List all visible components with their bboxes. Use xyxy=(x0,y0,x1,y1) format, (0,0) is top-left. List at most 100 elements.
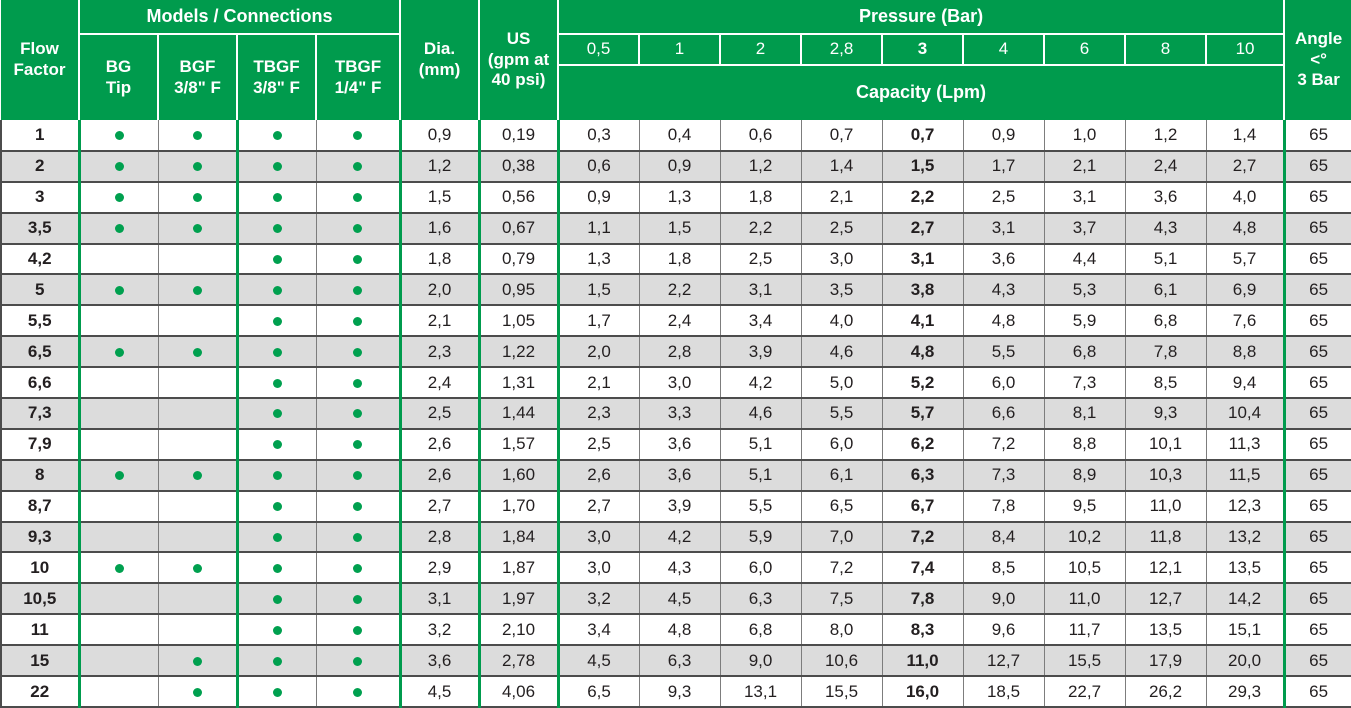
availability-dot-icon xyxy=(353,533,362,543)
flow-factor-cell: 22 xyxy=(0,675,80,708)
capacity-cell: 22,7 xyxy=(1043,675,1126,708)
capacity-cell: 11,5 xyxy=(1205,458,1285,492)
capacity-cell: 6,8 xyxy=(1043,335,1126,369)
angle-cell: 65 xyxy=(1282,211,1351,245)
capacity-cell: 7,8 xyxy=(881,582,964,616)
header-flow-factor: Flow Factor xyxy=(1,0,80,120)
capacity-cell: 9,4 xyxy=(1205,366,1285,400)
angle-cell: 65 xyxy=(1282,304,1351,338)
us-cell: 4,06 xyxy=(477,675,559,708)
table-row: 11 3,2 2,10 3,4 4,8 6,8 8,0 8,3 9,6 11,7 13,5 15,1 6… xyxy=(0,613,1351,647)
capacity-cell: 8,8 xyxy=(1043,427,1126,461)
availability-dot-icon xyxy=(353,471,362,481)
capacity-cell: 4,3 xyxy=(638,551,721,585)
model-availability-cell xyxy=(157,675,238,708)
model-availability-cell xyxy=(235,149,317,183)
flow-factor-cell: 1 xyxy=(0,120,80,152)
model-availability-cell xyxy=(235,242,317,276)
us-cell: 2,78 xyxy=(477,644,559,678)
capacity-cell: 3,9 xyxy=(719,335,802,369)
model-availability-cell xyxy=(157,211,238,245)
model-availability-cell xyxy=(77,211,159,245)
capacity-cell: 8,5 xyxy=(962,551,1045,585)
availability-dot-icon xyxy=(272,687,282,697)
capacity-cell: 0,7 xyxy=(881,120,964,152)
capacity-cell: 2,7 xyxy=(556,489,640,523)
header-pressure-2-8: 2,8 xyxy=(800,33,884,66)
availability-dot-icon xyxy=(272,224,282,234)
model-availability-cell xyxy=(315,366,401,400)
model-availability-cell xyxy=(157,120,238,152)
capacity-cell: 3,2 xyxy=(556,582,640,616)
header-pressure-1: 1 xyxy=(638,33,722,66)
angle-cell: 65 xyxy=(1282,120,1351,152)
capacity-cell: 3,6 xyxy=(1124,180,1207,214)
angle-cell: 65 xyxy=(1282,366,1351,400)
us-cell: 1,31 xyxy=(477,366,559,400)
capacity-cell: 4,5 xyxy=(556,644,640,678)
flow-factor-cell: 5,5 xyxy=(0,304,80,338)
header-model-tbgf-14f: TBGF 1/4" F xyxy=(314,33,402,120)
availability-dot-icon xyxy=(272,502,282,512)
us-cell: 0,95 xyxy=(477,273,559,307)
availability-dot-icon xyxy=(353,224,362,234)
capacity-cell: 8,8 xyxy=(1205,335,1285,369)
dia-cell: 2,6 xyxy=(398,458,480,492)
capacity-cell: 1,5 xyxy=(881,149,964,183)
capacity-cell: 1,8 xyxy=(638,242,721,276)
capacity-cell: 7,4 xyxy=(881,551,964,585)
dia-cell: 4,5 xyxy=(398,675,480,708)
availability-dot-icon xyxy=(192,130,202,140)
model-availability-cell xyxy=(235,273,317,307)
table-row: 3 1,5 0,56 0,9 1,3 1,8 2,1 2,2 2,5 3,1 3,6 4,0 65 xyxy=(0,180,1351,214)
capacity-cell: 2,5 xyxy=(800,211,883,245)
model-availability-cell xyxy=(315,427,401,461)
model-availability-cell xyxy=(235,520,317,554)
capacity-cell: 4,0 xyxy=(1205,180,1285,214)
capacity-cell: 9,0 xyxy=(719,644,802,678)
model-availability-cell xyxy=(315,149,401,183)
capacity-cell: 1,1 xyxy=(556,211,640,245)
model-availability-cell xyxy=(235,304,317,338)
capacity-cell: 10,6 xyxy=(800,644,883,678)
capacity-cell: 2,5 xyxy=(556,427,640,461)
availability-dot-icon xyxy=(114,193,124,203)
availability-dot-icon xyxy=(272,255,282,265)
model-availability-cell xyxy=(315,304,401,338)
dia-cell: 1,8 xyxy=(398,242,480,276)
model-availability-cell xyxy=(157,366,238,400)
capacity-cell: 3,3 xyxy=(638,397,721,430)
capacity-cell: 3,4 xyxy=(719,304,802,338)
capacity-cell: 1,8 xyxy=(719,180,802,214)
capacity-cell: 4,8 xyxy=(1205,211,1285,245)
availability-dot-icon xyxy=(353,130,362,140)
capacity-cell: 2,1 xyxy=(556,366,640,400)
capacity-cell: 3,1 xyxy=(962,211,1045,245)
capacity-cell: 6,3 xyxy=(881,458,964,492)
availability-dot-icon xyxy=(272,409,282,419)
model-availability-cell xyxy=(77,613,159,647)
capacity-cell: 7,8 xyxy=(1124,335,1207,369)
availability-dot-icon xyxy=(353,563,362,573)
flow-factor-cell: 8,7 xyxy=(0,489,80,523)
capacity-cell: 10,3 xyxy=(1124,458,1207,492)
capacity-cell: 6,1 xyxy=(800,458,883,492)
capacity-cell: 1,4 xyxy=(1205,120,1285,152)
header-row-3: Capacity (Lpm) xyxy=(1,64,1351,120)
dia-cell: 2,1 xyxy=(398,304,480,338)
capacity-cell: 0,6 xyxy=(719,120,802,152)
capacity-cell: 7,2 xyxy=(881,520,964,554)
capacity-cell: 2,5 xyxy=(962,180,1045,214)
model-availability-cell xyxy=(157,335,238,369)
table-row: 15 3,6 2,78 4,5 6,3 9,0 10,6 11,0 12,7 15,5 17,9 20… xyxy=(0,644,1351,678)
capacity-cell: 0,4 xyxy=(638,120,721,152)
capacity-cell: 6,9 xyxy=(1205,273,1285,307)
model-availability-cell xyxy=(77,458,159,492)
header-pressure-3: 3 xyxy=(881,33,965,66)
model-availability-cell xyxy=(235,427,317,461)
capacity-cell: 3,9 xyxy=(638,489,721,523)
model-availability-cell xyxy=(77,427,159,461)
model-availability-cell xyxy=(315,520,401,554)
availability-dot-icon xyxy=(272,594,282,604)
